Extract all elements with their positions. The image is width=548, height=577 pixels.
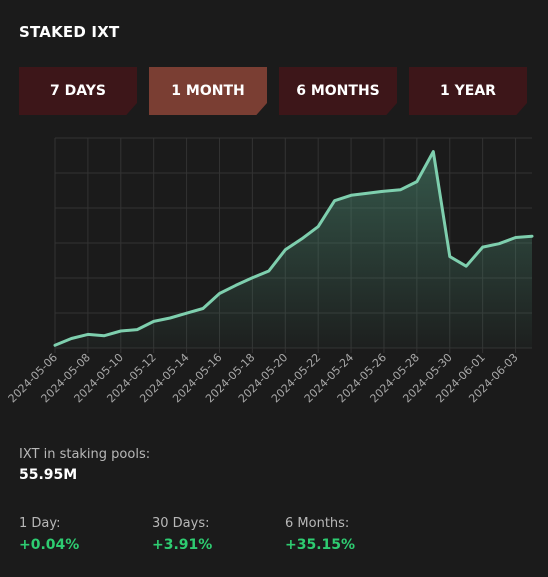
stat-30-days-label: 30 Days: [152,516,210,531]
stat-6-months: 6 Months: +35.15% [285,516,355,553]
tab-6-months[interactable]: 6 MONTHS [279,67,397,115]
staking-pools-label: IXT in staking pools: [19,447,151,462]
stat-6-months-value: +35.15% [285,537,356,553]
series-area [55,151,532,348]
page-title: STAKED IXT [19,23,120,41]
stat-1-day-label: 1 Day: [19,516,61,531]
stat-1-day: 1 Day: +0.04% [19,516,79,553]
stat-30-days-value: +3.91% [152,537,213,553]
stat-1-day-value: +0.04% [19,537,80,553]
range-tabs: 7 DAYS 1 MONTH 6 MONTHS 1 YEAR [19,67,529,115]
series-line [53,150,534,347]
tab-1-year[interactable]: 1 YEAR [409,67,527,115]
x-axis-ticks: 2024-05-062024-05-082024-05-102024-05-12… [6,351,521,405]
staking-pools-value: 55.95M [19,467,78,483]
tab-7-days[interactable]: 7 DAYS [19,67,137,115]
stat-6-months-label: 6 Months: [285,516,350,531]
staked-area-chart: 2024-05-062024-05-082024-05-102024-05-12… [6,137,534,405]
stat-30-days: 30 Days: +3.91% [152,516,212,553]
tab-1-month[interactable]: 1 MONTH [149,67,267,115]
